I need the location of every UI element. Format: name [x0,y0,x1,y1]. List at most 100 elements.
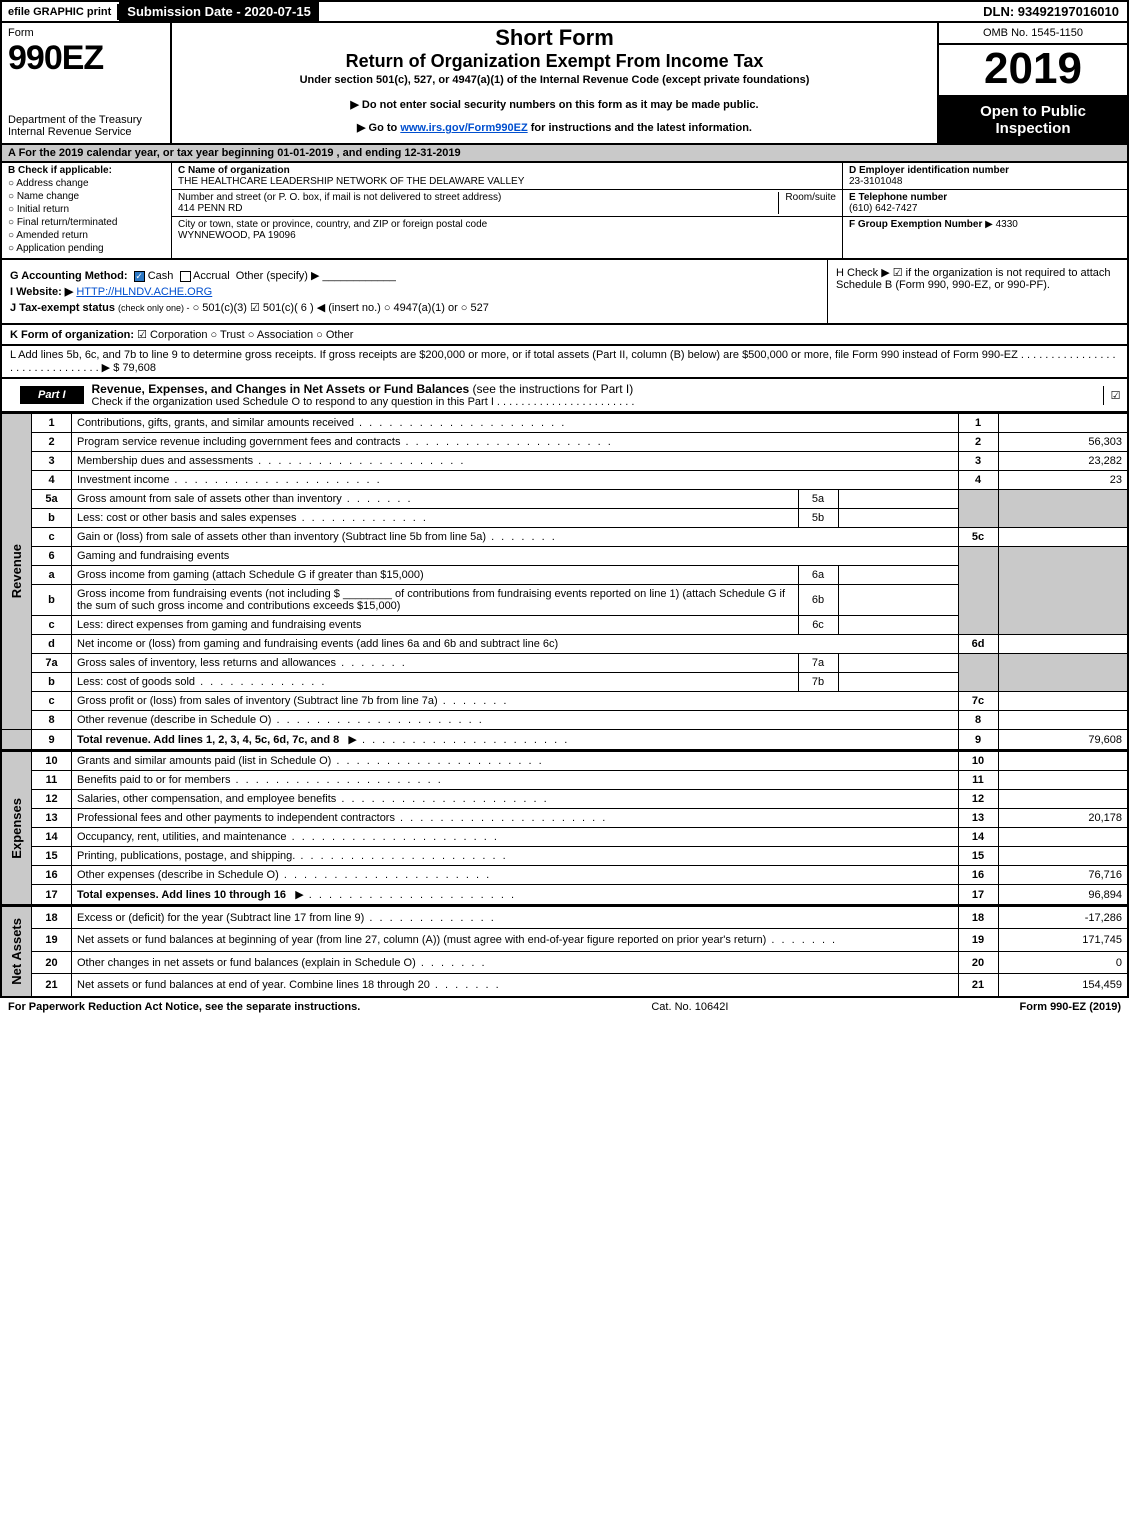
form-ref: Form 990-EZ (2019) [1020,1001,1122,1013]
line-l: L Add lines 5b, 6c, and 7b to line 9 to … [0,346,1129,379]
cat-number: Cat. No. 10642I [360,1001,1019,1013]
department-label: Department of the Treasury [8,114,164,126]
chk-address-change[interactable]: ○ Address change [8,178,165,189]
d-label: D Employer identification number [849,165,1009,176]
goto-prefix: ▶ Go to [357,122,400,134]
c-addr-label: Number and street (or P. O. box, if mail… [178,192,501,203]
entity-block: B Check if applicable: ○ Address change … [0,163,1129,260]
c-city-label: City or town, state or province, country… [178,219,487,230]
line-j: J Tax-exempt status (check only one) - ○… [10,301,819,314]
section-h: H Check ▶ ☑ if the organization is not r… [827,260,1127,323]
row-9: 9Total revenue. Add lines 1, 2, 3, 4, 5c… [1,730,1128,751]
org-name: THE HEALTHCARE LEADERSHIP NETWORK OF THE… [178,176,524,187]
form-subtitle: Return of Organization Exempt From Incom… [180,51,929,72]
form-label: Form [8,27,34,39]
line-i: I Website: ▶ HTTP://HLNDV.ACHE.ORG [10,285,819,298]
section-e: E Telephone number (610) 642-7427 [843,190,1127,217]
goto-instructions: ▶ Go to www.irs.gov/Form990EZ for instru… [180,121,929,134]
c-name-label: C Name of organization [178,165,290,176]
row-8: 8Other revenue (describe in Schedule O)8 [1,711,1128,730]
h-text: H Check ▶ ☑ if the organization is not r… [836,267,1111,291]
part1-subtitle: Check if the organization used Schedule … [92,396,1095,408]
part1-title-note: (see the instructions for Part I) [473,382,634,396]
phone-value: (610) 642-7427 [849,203,917,214]
ein-value: 23-3101048 [849,176,902,187]
section-c: C Name of organization THE HEALTHCARE LE… [172,163,842,258]
chk-initial-return[interactable]: ○ Initial return [8,204,165,215]
tax-year-line: A For the 2019 calendar year, or tax yea… [0,145,1129,163]
form-section-note: Under section 501(c), 527, or 4947(a)(1)… [180,74,929,86]
row-16: 16Other expenses (describe in Schedule O… [1,866,1128,885]
group-exemption-value: ▶ 4330 [985,219,1018,230]
g-other: Other (specify) ▶ [236,270,320,282]
part1-header: Part I Revenue, Expenses, and Changes in… [0,379,1129,413]
dln-label: DLN: 93492197016010 [975,2,1127,21]
block-gh: G Accounting Method: ✓ Cash Accrual Othe… [0,260,1129,325]
expenses-label: Expenses [7,790,26,867]
row-21: 21Net assets or fund balances at end of … [1,974,1128,997]
row-2: 2Program service revenue including gover… [1,433,1128,452]
chk-name-change[interactable]: ○ Name change [8,191,165,202]
row-13: 13Professional fees and other payments t… [1,809,1128,828]
chk-cash[interactable]: ✓ [134,271,145,282]
row-7a: 7aGross sales of inventory, less returns… [1,654,1128,673]
tax-year: 2019 [939,45,1127,97]
room-suite-label: Room/suite [778,192,836,214]
row-14: 14Occupancy, rent, utilities, and mainte… [1,828,1128,847]
section-f: F Group Exemption Number ▶ 4330 [843,217,1127,232]
ssn-warning: ▶ Do not enter social security numbers o… [180,98,929,111]
row-5a: 5aGross amount from sale of assets other… [1,490,1128,509]
website-link[interactable]: HTTP://HLNDV.ACHE.ORG [76,286,212,298]
expenses-table: Expenses 10Grants and similar amounts pa… [0,751,1129,906]
row-4: 4Investment income423 [1,471,1128,490]
revenue-label: Revenue [7,536,26,606]
part1-checkbox[interactable]: ☑ [1103,386,1127,405]
page-footer: For Paperwork Reduction Act Notice, see … [0,998,1129,1016]
org-city: WYNNEWOOD, PA 19096 [178,230,296,241]
row-1: Revenue 1Contributions, gifts, grants, a… [1,414,1128,433]
line-k: K Form of organization: ☑ Corporation ○ … [0,325,1129,346]
org-street: 414 PENN RD [178,203,242,214]
row-15: 15Printing, publications, postage, and s… [1,847,1128,866]
l-text: L Add lines 5b, 6c, and 7b to line 9 to … [10,349,1116,374]
chk-amended-return[interactable]: ○ Amended return [8,230,165,241]
j-options[interactable]: ○ 501(c)(3) ☑ 501(c)( 6 ) ◀ (insert no.)… [193,302,489,314]
row-17: 17Total expenses. Add lines 10 through 1… [1,885,1128,906]
row-3: 3Membership dues and assessments323,282 [1,452,1128,471]
top-bar: efile GRAPHIC print Submission Date - 20… [0,0,1129,23]
row-19: 19Net assets or fund balances at beginni… [1,929,1128,951]
e-label: E Telephone number [849,192,947,203]
goto-link[interactable]: www.irs.gov/Form990EZ [400,122,527,134]
row-6d: dNet income or (loss) from gaming and fu… [1,635,1128,654]
revenue-table: Revenue 1Contributions, gifts, grants, a… [0,413,1129,751]
row-10: Expenses 10Grants and similar amounts pa… [1,752,1128,771]
efile-label[interactable]: efile GRAPHIC print [2,4,119,20]
k-options[interactable]: ☑ Corporation ○ Trust ○ Association ○ Ot… [137,329,353,341]
chk-accrual[interactable] [180,271,191,282]
open-to-public: Open to Public Inspection [939,97,1127,143]
net-assets-table: Net Assets 18Excess or (deficit) for the… [0,906,1129,998]
row-11: 11Benefits paid to or for members11 [1,771,1128,790]
j-note: (check only one) - [118,303,190,313]
submission-date: Submission Date - 2020-07-15 [119,2,319,21]
form-title: Short Form [180,25,929,51]
part1-tag: Part I [20,386,84,404]
f-label: F Group Exemption Number [849,219,982,230]
i-label: I Website: ▶ [10,286,73,298]
k-label: K Form of organization: [10,329,134,341]
row-12: 12Salaries, other compensation, and empl… [1,790,1128,809]
part1-title: Revenue, Expenses, and Changes in Net As… [92,382,470,396]
row-18: Net Assets 18Excess or (deficit) for the… [1,907,1128,929]
paperwork-notice: For Paperwork Reduction Act Notice, see … [8,1001,360,1013]
row-7c: cGross profit or (loss) from sales of in… [1,692,1128,711]
b-label: B Check if applicable: [8,165,112,176]
goto-suffix: for instructions and the latest informat… [531,122,752,134]
irs-label: Internal Revenue Service [8,126,164,138]
row-6: 6Gaming and fundraising events [1,547,1128,566]
line-g: G Accounting Method: ✓ Cash Accrual Othe… [10,269,819,282]
form-number: 990EZ [8,39,164,78]
omb-number: OMB No. 1545-1150 [939,23,1127,45]
chk-final-return[interactable]: ○ Final return/terminated [8,217,165,228]
chk-application-pending[interactable]: ○ Application pending [8,243,165,254]
row-5c: cGain or (loss) from sale of assets othe… [1,528,1128,547]
